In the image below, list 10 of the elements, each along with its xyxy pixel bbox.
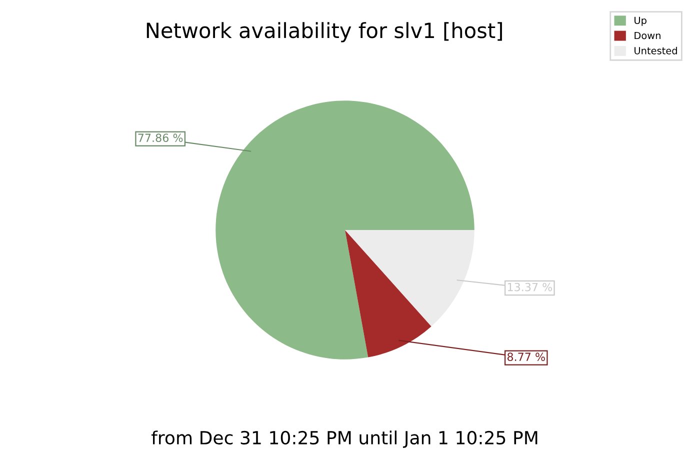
data-label: 77.86 %	[138, 134, 183, 142]
pie-slice	[216, 100, 474, 360]
pie-slice	[345, 230, 474, 326]
legend-label: Up	[634, 16, 646, 26]
legend-label: Down	[634, 32, 660, 40]
text: Network availability for slv1 [host]	[146, 22, 502, 42]
text: from Dec 31 10:25 PM until Jan 1 10:25 PM	[151, 430, 538, 448]
legend-label: Untested	[634, 46, 677, 54]
pie-slice	[345, 230, 432, 358]
data-label: 8.77 %	[507, 352, 545, 362]
